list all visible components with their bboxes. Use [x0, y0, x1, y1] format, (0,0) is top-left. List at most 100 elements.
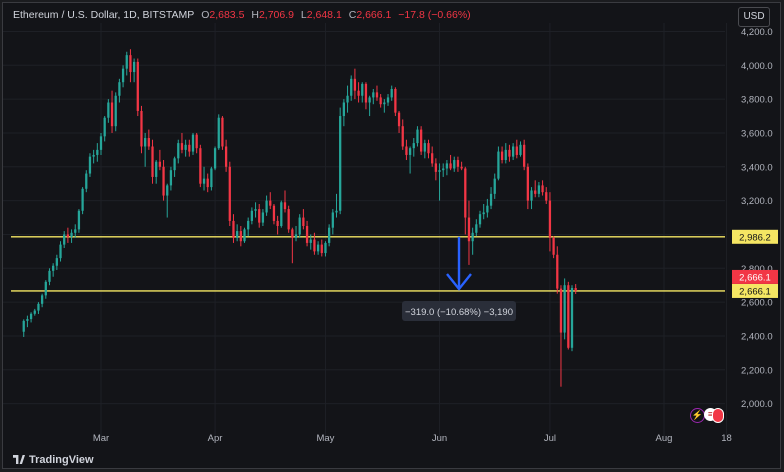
- candle-body: [339, 116, 342, 211]
- candle-body: [125, 55, 128, 69]
- candle-body: [221, 117, 224, 147]
- candle-body: [431, 153, 434, 164]
- measure-label: −319.0 (−10.68%) −3,190: [405, 307, 513, 318]
- candle-body: [140, 110, 143, 147]
- y-tick-label: 3,600.0: [741, 128, 773, 139]
- candle-body: [346, 95, 349, 103]
- candle-body: [320, 244, 323, 254]
- candle-body: [239, 231, 242, 242]
- candle-body: [33, 310, 36, 314]
- candle-body: [537, 185, 541, 194]
- candle-body: [180, 143, 184, 150]
- candle-body: [464, 168, 467, 218]
- chart-header: Ethereum / U.S. Dollar, 1D, BITSTAMP O2,…: [13, 9, 471, 21]
- price-tag-label: 2,986.2: [739, 232, 771, 243]
- candle-body: [475, 224, 478, 233]
- candle-body: [383, 102, 386, 105]
- candle-body: [210, 168, 213, 188]
- candle-body: [52, 265, 55, 271]
- price-tag-box: [732, 283, 778, 298]
- candle-body: [217, 117, 220, 149]
- symbol-title[interactable]: Ethereum / U.S. Dollar, 1D, BITSTAMP: [13, 9, 195, 21]
- candle-body: [438, 170, 441, 172]
- candle-body: [81, 188, 84, 211]
- candle-body: [110, 102, 114, 127]
- last-price-label: 2,666.1: [739, 272, 771, 283]
- candle-body: [188, 144, 191, 152]
- candle-body: [158, 161, 162, 167]
- price-chart[interactable]: −319.0 (−10.68%) −3,190 4,200.0 4,000.0 3,…: [3, 3, 780, 468]
- candle-body: [567, 285, 570, 348]
- y-tick-label: 3,400.0: [741, 162, 773, 173]
- y-tick-label: 3,200.0: [741, 196, 773, 207]
- tradingview-logo-icon: [13, 455, 25, 464]
- candle-body: [386, 97, 390, 103]
- candle-body: [390, 88, 393, 98]
- candle-body: [118, 82, 121, 96]
- candle-body: [456, 160, 460, 167]
- candle-body: [552, 237, 555, 255]
- y-tick-label: 2,600.0: [741, 298, 773, 309]
- close-label: C: [348, 9, 357, 21]
- candle-body: [269, 200, 272, 206]
- candle-body: [74, 229, 77, 233]
- candle-body: [265, 200, 268, 213]
- candle-body: [482, 212, 485, 215]
- candle-body: [357, 90, 360, 96]
- close-value: 2,666.1: [356, 9, 392, 21]
- low-label: L: [300, 9, 307, 21]
- currency-button[interactable]: USD: [738, 7, 770, 27]
- y-tick-label: 2,400.0: [741, 331, 773, 342]
- candle-body: [445, 163, 449, 169]
- candle-body: [291, 229, 294, 238]
- tradingview-logo[interactable]: TradingView: [13, 454, 94, 466]
- measurement-tool[interactable]: −319.0 (−10.68%) −3,190: [402, 236, 516, 321]
- candles: [22, 49, 577, 387]
- candle-body: [405, 146, 408, 155]
- candle-body: [570, 287, 574, 348]
- candle-body: [144, 138, 147, 147]
- candle-body: [541, 185, 544, 193]
- candle-body: [331, 212, 334, 228]
- candle-body: [515, 146, 518, 155]
- price-tag-label: 2,666.1: [739, 286, 771, 297]
- candle-body: [305, 226, 309, 243]
- candle-body: [224, 146, 228, 167]
- candle-body: [545, 192, 548, 201]
- last-price-box: [732, 269, 778, 284]
- time-axis[interactable]: Mar Apr May Jun Jul Aug 18: [93, 433, 732, 444]
- candle-body: [530, 190, 533, 201]
- candle-body: [548, 200, 552, 238]
- price-axis[interactable]: 4,200.0 4,000.0 3,800.0 3,600.0 3,400.0 3,200…: [732, 27, 778, 410]
- y-tick-label: 4,200.0: [741, 27, 773, 38]
- y-tick-label: 4,000.0: [741, 61, 773, 72]
- candle-body: [228, 166, 231, 221]
- candle-body: [162, 166, 165, 196]
- candle-body: [199, 148, 202, 184]
- candle-body: [574, 287, 577, 291]
- candle-body: [342, 102, 346, 117]
- candle-body: [504, 149, 507, 161]
- candle-body: [261, 212, 265, 223]
- event-marker-icon[interactable]: [712, 408, 724, 423]
- candle-body: [364, 83, 368, 103]
- candle-body: [88, 156, 92, 174]
- candle-body: [526, 166, 529, 201]
- candle-body: [423, 143, 426, 152]
- candle-body: [471, 232, 474, 242]
- candle-body: [96, 149, 99, 155]
- candle-body: [302, 217, 305, 226]
- candle-body: [121, 68, 125, 83]
- candle-body: [247, 220, 250, 230]
- candle-body: [563, 285, 566, 333]
- candle-body: [401, 126, 404, 147]
- x-tick-label: 18: [721, 433, 732, 444]
- lightning-icon[interactable]: ⚡: [690, 408, 705, 423]
- candle-body: [147, 138, 150, 147]
- low-value: 2,648.1: [306, 9, 342, 21]
- y-tick-label: 2,000.0: [741, 399, 773, 410]
- candle-body: [493, 178, 496, 194]
- candle-body: [177, 143, 180, 159]
- candle-body: [276, 220, 279, 226]
- x-tick-label: Apr: [208, 433, 223, 444]
